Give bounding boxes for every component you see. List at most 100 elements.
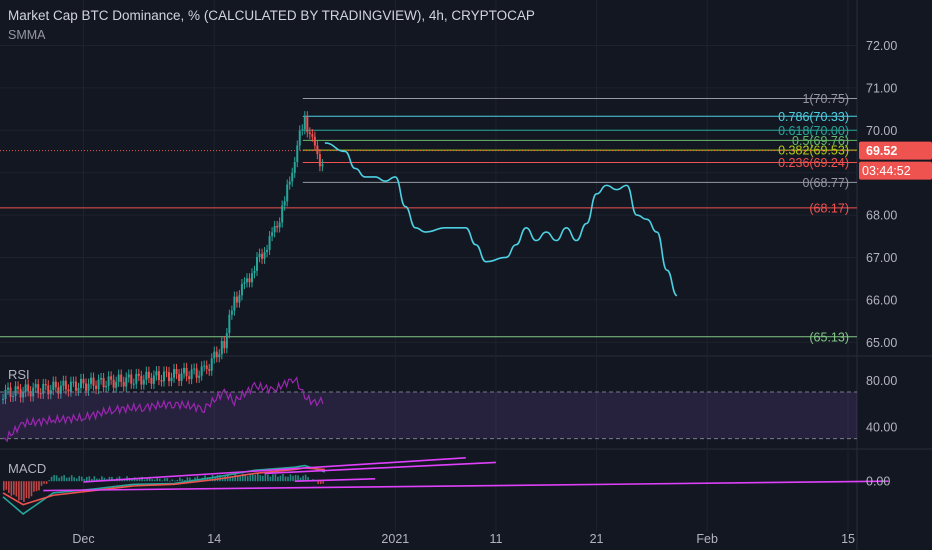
candle-body: [27, 384, 30, 392]
macd-histogram-bar: [118, 476, 121, 482]
indicator-label[interactable]: SMMA: [8, 28, 46, 42]
macd-histogram-bar: [174, 480, 176, 482]
candle-body: [24, 384, 27, 392]
macd-histogram-bar: [241, 473, 244, 482]
candle-body: [286, 184, 289, 202]
macd-histogram-bar: [70, 475, 73, 482]
x-tick-label: 15: [841, 532, 855, 546]
candle-body: [281, 205, 284, 223]
macd-histogram-bar: [287, 476, 289, 482]
macd-histogram-bar: [18, 481, 20, 501]
candle-body: [84, 383, 87, 391]
macd-histogram-bar: [55, 475, 58, 482]
macd-histogram-bar: [299, 477, 302, 482]
macd-histogram-bar: [267, 474, 269, 482]
candle-body: [152, 375, 155, 384]
last-price-badge: [859, 141, 932, 160]
fib-level-label: 0.786(70.33): [778, 110, 849, 124]
horizontal-level-label: (65.13): [809, 330, 849, 344]
x-tick-label: 21: [590, 532, 604, 546]
candle-body: [288, 181, 291, 185]
candle-body: [135, 373, 138, 384]
candle-body: [102, 378, 105, 388]
candle-body: [72, 381, 75, 383]
rsi-label[interactable]: RSI: [8, 367, 30, 382]
candle-body: [12, 396, 15, 398]
x-tick-label: Feb: [696, 532, 718, 546]
macd-histogram-bar: [236, 475, 239, 482]
macd-histogram-bar: [189, 477, 191, 482]
macd-histogram-bar: [91, 478, 93, 482]
countdown-value: 03:44:52: [862, 164, 911, 178]
candle-body: [245, 278, 248, 283]
macd-histogram-bar: [131, 479, 133, 482]
macd-histogram-bar: [153, 479, 156, 482]
candle-body: [276, 226, 279, 228]
candle-body: [57, 387, 60, 394]
macd-histogram-bar: [20, 481, 23, 501]
fib-level-label: 0.618(70.00): [778, 124, 849, 138]
y-tick-label: 72.00: [866, 39, 897, 53]
candle-body: [170, 377, 173, 382]
macd-histogram-bar: [23, 481, 25, 502]
macd-histogram-bar: [221, 477, 224, 482]
candle-body: [142, 379, 145, 385]
candle-body: [225, 333, 228, 349]
rsi-pane[interactable]: [0, 376, 857, 443]
candle-body: [261, 253, 264, 259]
candle-body: [250, 273, 253, 283]
candle-body: [243, 282, 246, 285]
price-pane[interactable]: (68.17) (65.13) 1(70.75) 0.786(70.33)0.618(…: [0, 92, 857, 405]
candle-body: [59, 385, 62, 394]
candle-body: [190, 369, 193, 380]
macd-histogram-bar: [277, 476, 279, 482]
price-badges: 69.52 03:44:52: [859, 141, 932, 180]
macd-histogram-bar: [25, 481, 28, 499]
macd-histogram-bar: [216, 475, 219, 482]
candle-body: [165, 371, 168, 373]
candle-body: [132, 383, 135, 385]
macd-histogram-bar: [186, 477, 189, 482]
macd-histogram-bar: [96, 478, 98, 482]
candle-body: [157, 371, 160, 381]
macd-label[interactable]: MACD: [8, 461, 47, 476]
macd-histogram-bar: [83, 478, 86, 482]
macd-histogram-bar: [251, 473, 254, 482]
candle-body: [175, 368, 178, 375]
macd-histogram-bar: [48, 480, 50, 482]
rsi-tick-label: 80.00: [866, 374, 897, 388]
candle-body: [218, 354, 221, 358]
candle-body: [120, 374, 123, 382]
fib-level-label: 0.236(69.24): [778, 156, 849, 170]
candle-body: [4, 389, 7, 400]
macd-pane[interactable]: [2, 457, 889, 515]
candle-body: [240, 284, 243, 296]
macd-histogram-bar: [60, 476, 63, 482]
candle-body: [160, 380, 163, 382]
candle-body: [238, 295, 241, 303]
macd-histogram-bar: [282, 473, 284, 482]
candle-body: [122, 381, 125, 387]
macd-histogram-bar: [168, 480, 171, 482]
candle-body: [127, 374, 130, 378]
macd-histogram-bar: [43, 481, 45, 484]
candle-body: [125, 377, 128, 387]
macd-histogram-bar: [163, 478, 166, 482]
candle-body: [268, 236, 271, 250]
candle-body: [14, 386, 17, 397]
horizontal-level-label: (68.17): [809, 201, 849, 215]
candle-body: [137, 373, 140, 376]
candle-body: [150, 377, 153, 384]
candle-body: [162, 371, 165, 382]
candle-body: [233, 296, 236, 311]
macd-histogram-bar: [146, 478, 148, 482]
x-tick-label: 11: [489, 532, 502, 546]
candle-body: [92, 377, 95, 386]
candle-body: [293, 162, 296, 173]
candle-body: [69, 381, 72, 392]
macd-histogram-bar: [5, 481, 8, 490]
candle-body: [22, 391, 25, 398]
macd-histogram-bar: [262, 475, 264, 482]
